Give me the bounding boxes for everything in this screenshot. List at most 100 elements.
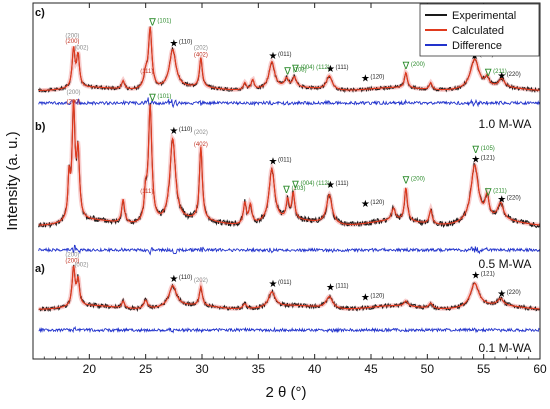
hkl-label: (120) — [370, 75, 384, 81]
x-tick-label: 60 — [533, 362, 547, 376]
hkl-label: (121) — [481, 155, 495, 161]
hkl-label: (402) — [194, 52, 208, 58]
hkl-label: (103) — [293, 68, 307, 74]
star-marker: ★ — [268, 51, 277, 62]
star-marker: ★ — [268, 157, 277, 168]
nabla-marker: ∇ — [148, 18, 156, 29]
nabla-marker: ∇ — [402, 61, 410, 72]
hkl-label: (200) — [65, 258, 79, 264]
x-tick-label: 50 — [421, 362, 435, 376]
hkl-label: (111) — [140, 69, 153, 75]
panel-letter: a) — [35, 263, 45, 275]
star-marker: ★ — [497, 289, 506, 300]
hkl-label: (220) — [507, 72, 521, 78]
hkl-label: (011) — [278, 158, 292, 164]
nabla-marker: ∇ — [282, 185, 290, 196]
panel-c: (200)(200)(002)(111)∇ (101)★ (110)(202)(40… — [35, 7, 540, 131]
hkl-label: (110) — [179, 40, 193, 46]
hkl-label: (200) — [67, 90, 81, 96]
nabla-marker: ∇ — [484, 187, 492, 198]
hkl-label: (002) — [74, 45, 88, 51]
hkl-label: (101) — [157, 94, 171, 100]
plot-area: (200)(200)(002)(111)∇ (101)★ (110)(202)(40… — [35, 7, 541, 355]
panel-a: (200)(200)(002)★ (110) (202) ★ (011) ★ (111)★(… — [35, 252, 540, 355]
calculated-line — [38, 26, 540, 91]
hkl-label: (202) — [194, 278, 208, 284]
panel-letter: b) — [35, 121, 46, 133]
hkl-label: (402) — [194, 142, 208, 148]
star-marker: ★ — [497, 71, 506, 82]
x-tick-label: 55 — [477, 362, 491, 376]
nabla-marker: ∇ — [148, 93, 156, 104]
x-axis-title: 2 θ (°) — [265, 384, 306, 401]
nabla-marker: ∇ — [402, 176, 410, 187]
hkl-label: (111) — [335, 65, 348, 71]
star-marker: ★ — [169, 274, 178, 285]
star-marker: ★ — [326, 180, 335, 191]
x-tick-label: 20 — [83, 362, 97, 376]
hkl-label: (202) — [194, 45, 208, 51]
star-marker: ★ — [471, 154, 480, 165]
hkl-label: (011) — [278, 52, 292, 58]
x-tick-label: 45 — [364, 362, 378, 376]
x-tick-label: 30 — [195, 362, 209, 376]
hkl-label: (004) (112) — [301, 65, 330, 71]
hkl-label: (011) — [278, 280, 292, 286]
nabla-marker: ∇ — [471, 145, 479, 156]
panel-letter: c) — [35, 7, 45, 19]
hkl-label: (110) — [179, 275, 193, 281]
hkl-label: (004) (112) — [301, 181, 330, 187]
hkl-label: (202) — [194, 130, 208, 136]
hkl-label: (111) — [335, 181, 348, 187]
hkl-label: (200) — [65, 34, 79, 40]
hkl-label: (200) — [65, 39, 79, 45]
hkl-label: (200) — [67, 99, 81, 105]
star-marker: ★ — [470, 51, 479, 62]
hkl-label: (101) — [157, 19, 171, 25]
legend-entry: Difference — [452, 40, 502, 52]
hkl-label: (120) — [370, 200, 384, 206]
nabla-marker: ∇ — [283, 67, 291, 78]
nabla-marker: ∇ — [484, 68, 492, 79]
hkl-label: (002) — [74, 263, 88, 269]
hkl-label: (110) — [179, 127, 193, 133]
hkl-label: (211) — [493, 69, 507, 75]
legend-entry: Experimental — [452, 10, 516, 22]
star-marker: ★ — [361, 293, 370, 304]
star-marker: ★ — [497, 194, 506, 205]
star-marker: ★ — [268, 279, 277, 290]
hkl-label: (111) — [140, 189, 153, 195]
x-tick-label: 35 — [252, 362, 266, 376]
star-marker: ★ — [361, 74, 370, 85]
panel-b: (200)(200)(111)∇ (101)★ (110) (202)(402)★ (0… — [35, 90, 541, 271]
hkl-label: (200) — [411, 62, 425, 68]
y-axis-title: Intensity (a. u.) — [4, 131, 21, 230]
legend: Experimental Calculated Difference — [419, 3, 540, 57]
star-marker: ★ — [471, 270, 480, 281]
star-marker: ★ — [169, 126, 178, 137]
difference-line — [38, 244, 540, 256]
sample-label: 0.1 M-WA — [479, 341, 532, 355]
hkl-label: (220) — [507, 195, 521, 201]
hkl-label: (220) — [507, 290, 521, 296]
calculated-line — [38, 265, 540, 310]
hkl-label: (200) — [411, 177, 425, 183]
nabla-marker: ∇ — [291, 180, 299, 191]
star-marker: ★ — [326, 282, 335, 293]
difference-line — [38, 325, 540, 334]
sample-label: 0.5 M-WA — [479, 257, 532, 271]
star-marker: ★ — [361, 199, 370, 210]
hkl-label: (105) — [481, 146, 495, 152]
plot-frame — [32, 2, 541, 360]
hkl-label: (103) — [292, 186, 306, 192]
x-tick-label: 25 — [139, 362, 153, 376]
legend-entry: Calculated — [452, 25, 504, 37]
star-marker: ★ — [326, 64, 335, 75]
hkl-label: (111) — [335, 283, 348, 289]
hkl-label: (200) — [65, 252, 79, 258]
x-tick-label: 40 — [308, 362, 322, 376]
calculated-line — [38, 99, 540, 226]
hkl-label: (211) — [493, 188, 507, 194]
nabla-marker: ∇ — [291, 64, 299, 75]
